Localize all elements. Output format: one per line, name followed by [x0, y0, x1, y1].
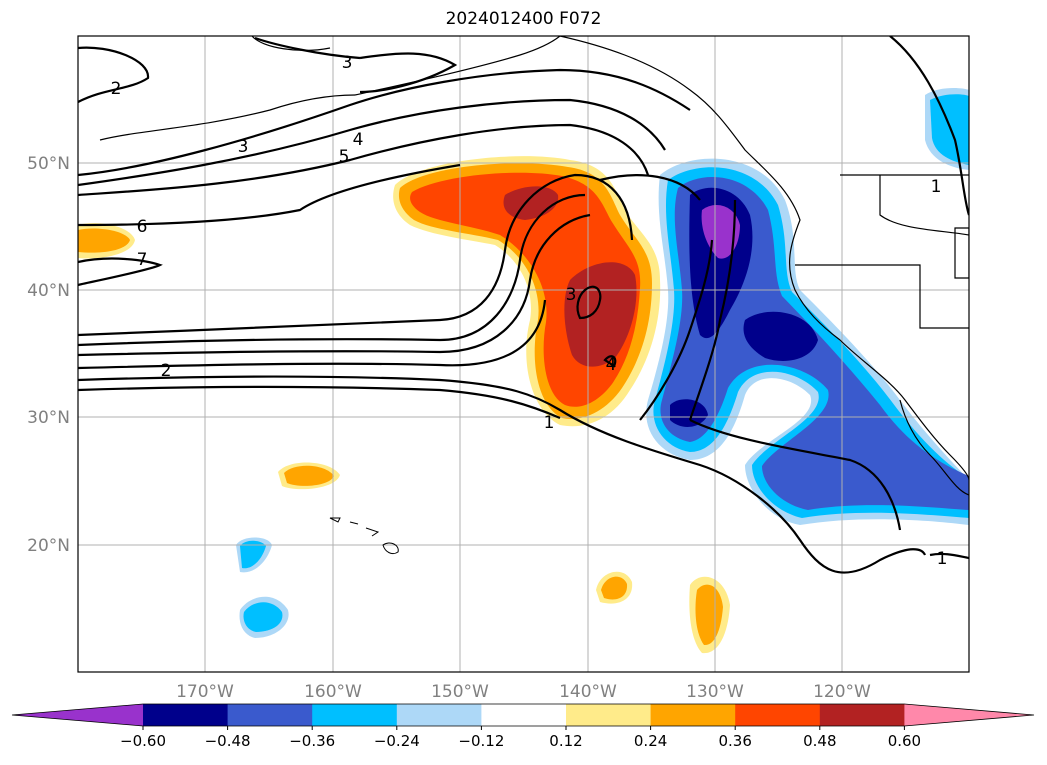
lat-tick-label: 40°N	[27, 281, 70, 301]
colorbar-tick-label: 0.36	[718, 732, 751, 750]
colorbar-segment	[819, 704, 905, 726]
lat-axis: 50°N 40°N 30°N 20°N	[27, 154, 70, 556]
colorbar-segment	[481, 704, 567, 726]
colorbar-segment	[312, 704, 398, 726]
coastlines	[99, 36, 969, 496]
contour-label: 2	[161, 361, 172, 381]
contour-label: 3	[566, 285, 577, 305]
lon-tick-label: 130°W	[686, 682, 744, 702]
colorbar-tick-label: 0.60	[888, 732, 921, 750]
contour-label: 6	[137, 217, 148, 237]
map-frame	[77, 35, 970, 673]
lon-axis: 170°W 160°W 150°W 140°W 130°W 120°W	[176, 682, 871, 702]
contour-label: 3	[238, 137, 249, 157]
colorbar-segment	[735, 704, 821, 726]
negative-anomaly-patches	[236, 87, 969, 638]
map-panel: 2 3 3 4 5 6 7 2 1 3 4 1 1	[78, 36, 969, 672]
contour-label: 1	[544, 413, 555, 433]
contour-label: 7	[137, 250, 148, 270]
contour-label: 4	[353, 130, 364, 150]
colorbar-extend-low	[12, 704, 143, 726]
colorbar-segment	[143, 704, 229, 726]
colorbar-segment	[396, 704, 482, 726]
contour-label: 5	[339, 147, 350, 167]
colorbar-tick-label: 0.12	[549, 732, 582, 750]
hawaii-islands	[329, 517, 399, 555]
lat-tick-label: 20°N	[27, 536, 70, 556]
colorbar-tick-label: −0.60	[120, 732, 166, 750]
contour-label: 1	[937, 549, 948, 569]
colorbar: −0.60 −0.48 −0.36 −0.24 −0.12 0.12 0.24 0.36 0.4…	[11, 703, 1035, 750]
contour-lines	[78, 36, 969, 574]
contour-label-group: 2 3 3 4 5 6 7 2 1 3 4 1 1	[111, 53, 948, 569]
colorbar-tick-label: −0.24	[374, 732, 420, 750]
colorbar-tick-label: −0.12	[458, 732, 504, 750]
positive-anomaly-patches	[78, 223, 730, 654]
colorbar-tick-label: 0.48	[803, 732, 836, 750]
colorbar-tick-label: −0.36	[289, 732, 335, 750]
lon-tick-label: 120°W	[813, 682, 871, 702]
lon-tick-label: 150°W	[431, 682, 489, 702]
lon-tick-label: 160°W	[304, 682, 362, 702]
lon-tick-label: 170°W	[176, 682, 234, 702]
colorbar-segment	[227, 704, 313, 726]
contour-label: 2	[111, 79, 122, 99]
lon-tick-label: 140°W	[559, 682, 617, 702]
map-title: 2024012400 F072	[445, 9, 602, 29]
lat-tick-label: 30°N	[27, 408, 70, 428]
contour-label: 3	[342, 53, 353, 73]
contour-label: 1	[931, 177, 942, 197]
colorbar-extend-high	[904, 704, 1034, 726]
colorbar-segment	[566, 704, 652, 726]
lat-lon-grid	[78, 36, 969, 672]
lat-tick-label: 50°N	[27, 154, 70, 174]
colorbar-tick-label: 0.24	[634, 732, 667, 750]
contour-label: 4	[606, 355, 617, 375]
colorbar-tick-label: −0.48	[205, 732, 251, 750]
colorbar-segment	[650, 704, 736, 726]
